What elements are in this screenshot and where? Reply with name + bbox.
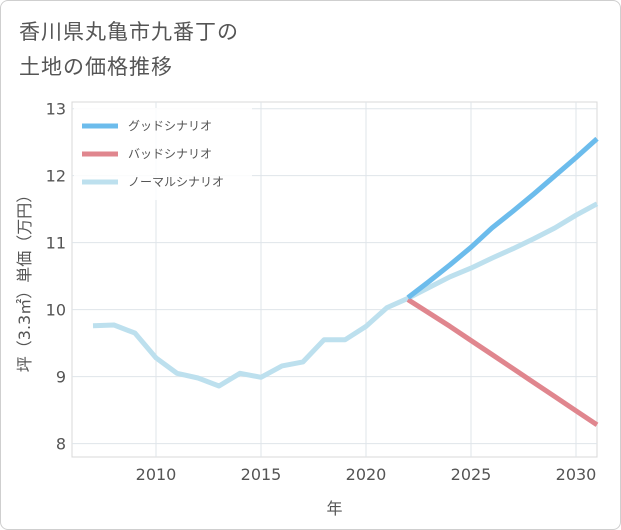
axes: 2010 2015 2020 2025 2030 8 9 10 11 12 13 年 坪（3.3㎡）単価… (15, 100, 596, 518)
x-tick-label: 2025 (451, 465, 492, 484)
series-line-2 (92, 201, 599, 389)
plot-area-frame (71, 101, 598, 458)
chart-title: 香川県丸亀市九番丁の 土地の価格推移 (19, 15, 239, 85)
y-axis-title: 坪（3.3㎡）単価（万円） (15, 187, 34, 372)
chart-title-line-2: 土地の価格推移 (19, 55, 173, 79)
series-lines (92, 136, 599, 427)
x-axis-title: 年 (326, 499, 342, 518)
x-tick-label: 2030 (556, 465, 597, 484)
legend-label-2: ノーマルシナリオ (128, 175, 224, 189)
series-line-1 (406, 297, 599, 427)
y-tick-label: 11 (46, 234, 66, 253)
legend-label-1: バッドシナリオ (128, 147, 212, 161)
series-line-0 (406, 136, 599, 300)
y-tick-label: 9 (56, 368, 66, 387)
chart-title-line-1: 香川県丸亀市九番丁の (19, 20, 239, 44)
legend-label-0: グッドシナリオ (128, 119, 212, 133)
y-tick-label: 12 (46, 167, 66, 186)
y-tick-label: 8 (56, 435, 66, 454)
x-tick-label: 2020 (346, 465, 387, 484)
y-tick-label: 10 (46, 301, 66, 320)
y-tick-label: 13 (46, 100, 66, 119)
x-tick-label: 2015 (241, 465, 282, 484)
x-tick-label: 2010 (136, 465, 177, 484)
